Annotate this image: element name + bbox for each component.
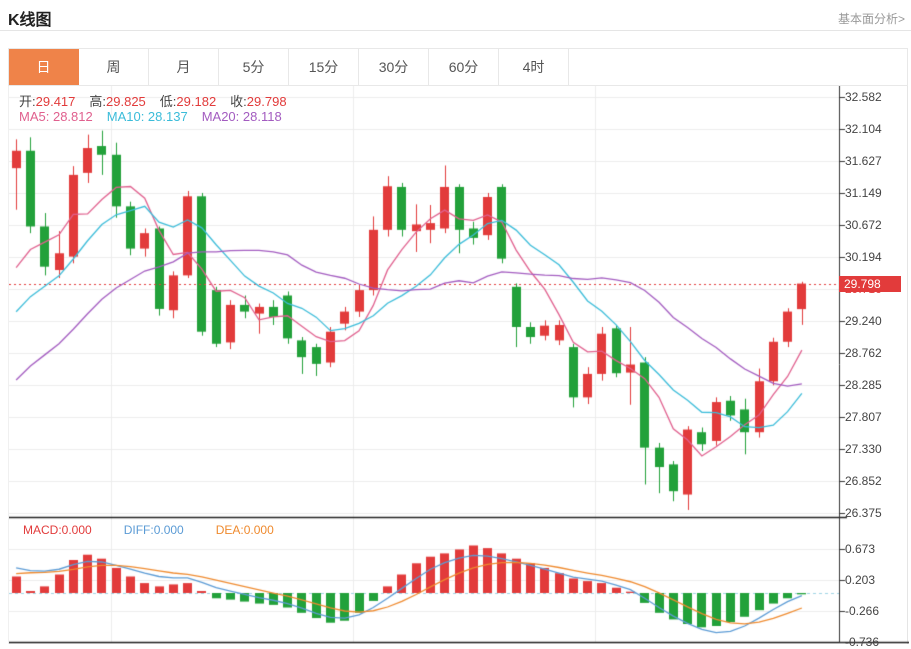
- tab-4hour[interactable]: 4时: [499, 49, 569, 85]
- interval-tab-bar: 日周月 5分 15分 30分 60分 4时: [8, 48, 908, 86]
- header-divider: [0, 30, 911, 31]
- tab-60min[interactable]: 60分: [429, 49, 499, 85]
- page-title: K线图: [8, 12, 52, 29]
- tab-day[interactable]: 日: [9, 49, 79, 85]
- tab-5min[interactable]: 5分: [219, 49, 289, 85]
- tab-15min[interactable]: 15分: [289, 49, 359, 85]
- fundamental-analysis-link[interactable]: 基本面分析>: [837, 12, 905, 26]
- tab-30min[interactable]: 30分: [359, 49, 429, 85]
- chart-area: 开:29.417 高:29.825 低:29.182 收:29.798 MA5: 28…: [8, 86, 909, 649]
- tab-week[interactable]: 周: [79, 49, 149, 85]
- tab-month[interactable]: 月: [149, 49, 219, 85]
- kline-chart-canvas[interactable]: [9, 86, 909, 644]
- page-header: K线图 基本面分析>: [0, 0, 911, 30]
